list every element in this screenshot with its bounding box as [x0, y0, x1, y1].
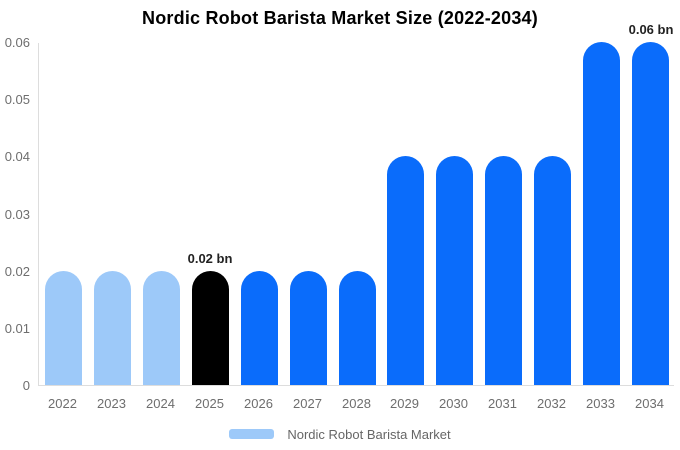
legend-label[interactable]: Nordic Robot Barista Market [287, 426, 451, 442]
x-tick-label-2025: 2025 [195, 396, 224, 411]
x-tick-label-2030: 2030 [439, 396, 468, 411]
x-tick-label-2026: 2026 [244, 396, 273, 411]
x-tick-label-2034: 2034 [635, 396, 664, 411]
legend-swatch[interactable] [229, 429, 275, 439]
plot-area: 0.02 bn 0.06 bn [38, 22, 674, 386]
bar-2026[interactable] [241, 271, 278, 385]
bar-2027[interactable] [290, 271, 327, 385]
bar-2030[interactable] [436, 156, 473, 385]
bar-value-label-2025: 0.02 bn [187, 251, 233, 266]
x-tick-label-2027: 2027 [293, 396, 322, 411]
x-tick-label-2028: 2028 [342, 396, 371, 411]
bar-2028[interactable] [339, 271, 376, 385]
y-tick-label-0.05: 0.05 [4, 92, 30, 107]
x-tick-label-2023: 2023 [97, 396, 126, 411]
y-tick-label-0.01: 0.01 [4, 321, 30, 336]
bar-2029[interactable] [387, 156, 424, 385]
bar-2024[interactable] [143, 271, 180, 385]
bar-2032[interactable] [534, 156, 571, 385]
x-tick-label-2031: 2031 [488, 396, 517, 411]
y-tick-label-0.03: 0.03 [4, 207, 30, 222]
bar-2034[interactable] [632, 42, 669, 385]
bar-2031[interactable] [485, 156, 522, 385]
bar-2022[interactable] [45, 271, 82, 385]
y-tick-label-0: 0 [22, 378, 30, 393]
bar-value-label-2034: 0.06 bn [628, 22, 674, 37]
y-tick-label-0.06: 0.06 [4, 35, 30, 50]
x-tick-label-2024: 2024 [146, 396, 175, 411]
legend: Nordic Robot Barista Market [0, 425, 680, 443]
bar-2033[interactable] [583, 42, 620, 385]
x-tick-label-2033: 2033 [586, 396, 615, 411]
x-tick-label-2029: 2029 [390, 396, 419, 411]
bar-2023[interactable] [94, 271, 131, 385]
x-tick-label-2032: 2032 [537, 396, 566, 411]
x-axis: 2022 2023 2024 2025 2026 2027 2028 2029 2030 2031… [38, 396, 674, 412]
chart-title: Nordic Robot Barista Market Size (2022-2… [142, 8, 538, 28]
y-tick-label-0.04: 0.04 [4, 149, 30, 164]
bar-2025[interactable] [192, 271, 229, 385]
y-axis: 0 0.01 0.02 0.03 0.04 0.05 0.06 [0, 36, 30, 393]
y-tick-label-0.02: 0.02 [4, 264, 30, 279]
x-tick-label-2022: 2022 [48, 396, 77, 411]
